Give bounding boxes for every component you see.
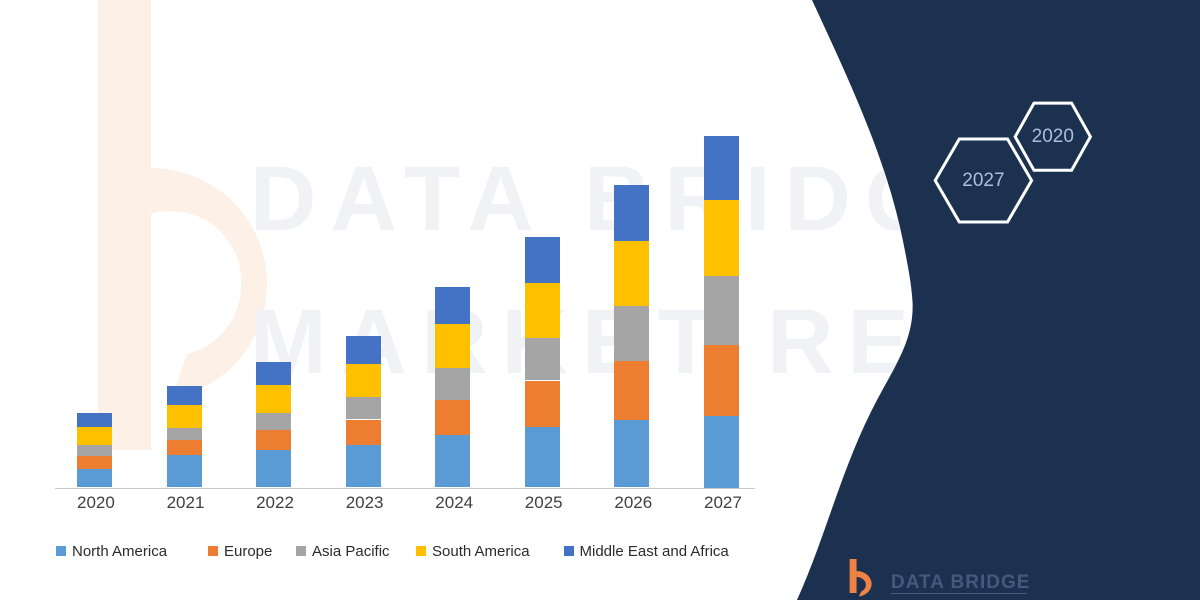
svg-text:2020: 2020 [1032,126,1074,147]
svg-text:2027: 2027 [962,170,1004,191]
